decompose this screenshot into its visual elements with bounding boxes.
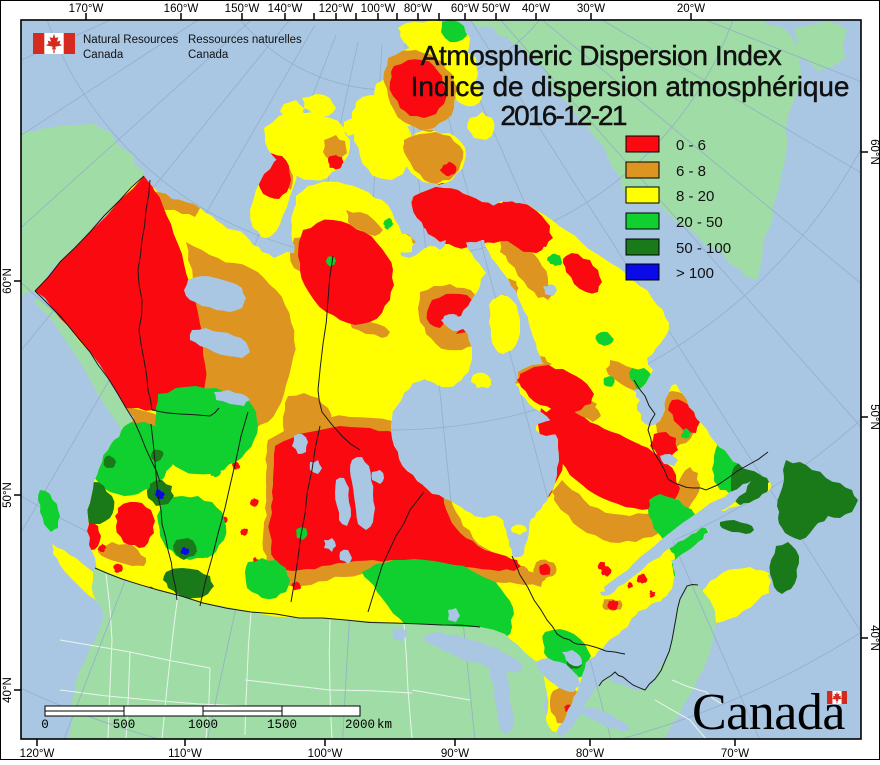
svg-text:140°W: 140°W [268,3,303,15]
svg-text:160°W: 160°W [164,3,199,15]
svg-text:Natural Resources: Natural Resources [83,34,178,46]
svg-text:8 - 20: 8 - 20 [676,188,714,205]
svg-text:150°W: 150°W [225,3,260,15]
svg-text:2000: 2000 [345,718,375,732]
svg-text:50°N: 50°N [868,404,880,430]
svg-text:40°N: 40°N [868,625,880,651]
svg-text:170°W: 170°W [69,3,104,15]
svg-text:120°W: 120°W [319,3,354,15]
svg-text:80°W: 80°W [404,3,432,15]
svg-text:100°W: 100°W [361,3,396,15]
svg-text:20 - 50: 20 - 50 [676,214,723,231]
svg-text:40°W: 40°W [522,3,550,15]
svg-text:20°W: 20°W [677,3,705,15]
svg-text:40°N: 40°N [2,677,14,703]
svg-text:120°W: 120°W [20,748,55,760]
svg-text:60°N: 60°N [2,268,14,294]
svg-text:6 - 8: 6 - 8 [676,163,706,180]
svg-text:1500: 1500 [267,718,297,732]
svg-text:Atmospheric Dispersion Index: Atmospheric Dispersion Index [421,40,782,71]
svg-text:100°W: 100°W [308,748,343,760]
svg-text:> 100: > 100 [676,265,714,282]
svg-text:90°W: 90°W [441,748,469,760]
svg-text:Canada: Canada [83,49,124,61]
svg-text:80°W: 80°W [576,748,604,760]
svg-text:Canada: Canada [188,49,229,61]
svg-text:50 - 100: 50 - 100 [676,240,731,257]
svg-text:0 - 6: 0 - 6 [676,137,706,154]
svg-text:2016-12-21: 2016-12-21 [500,100,626,131]
svg-text:60°W: 60°W [451,3,479,15]
svg-text:30°W: 30°W [577,3,605,15]
svg-text:70°W: 70°W [721,748,749,760]
svg-text:km: km [377,718,392,732]
svg-text:50°N: 50°N [2,482,14,508]
svg-text:50°W: 50°W [482,3,510,15]
svg-text:Indice de dispersion atmosphér: Indice de dispersion atmosphérique [411,71,850,102]
svg-text:60°N: 60°N [868,139,880,165]
svg-text:500: 500 [113,718,136,732]
svg-text:110°W: 110°W [168,748,202,760]
svg-text:1000: 1000 [188,718,218,732]
svg-text:Canada: Canada [692,684,845,741]
svg-text:0: 0 [41,718,49,732]
svg-text:Ressources naturelles: Ressources naturelles [188,34,302,46]
